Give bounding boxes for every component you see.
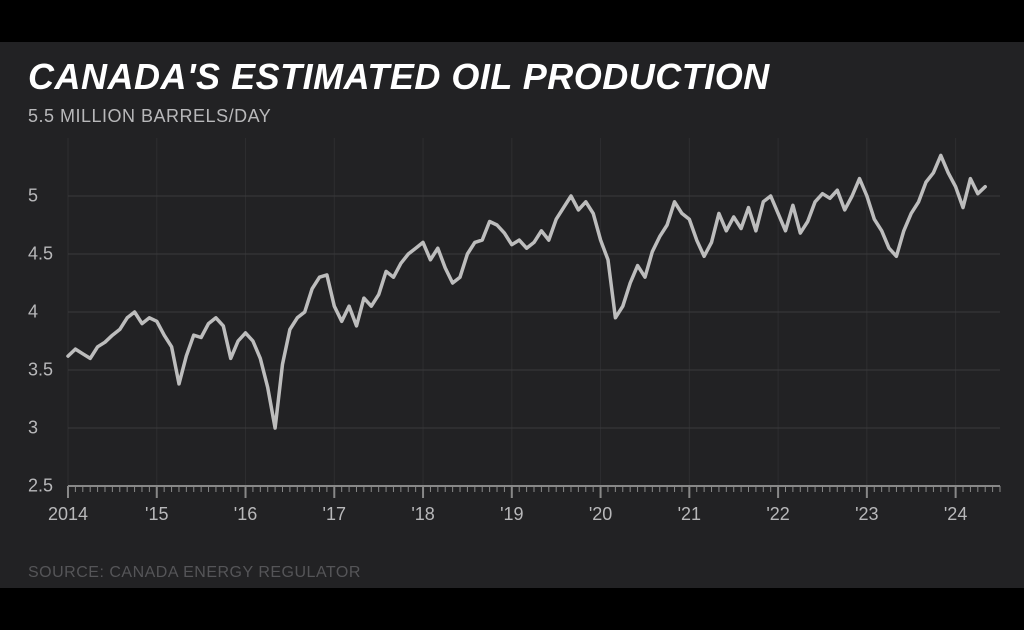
y-tick-label: 3.5 xyxy=(28,360,53,381)
x-tick-label: '16 xyxy=(234,504,257,525)
y-tick-label: 4.5 xyxy=(28,244,53,265)
x-tick-label: 2014 xyxy=(48,504,88,525)
x-tick-label: '15 xyxy=(145,504,168,525)
x-tick-label: '24 xyxy=(944,504,967,525)
y-tick-label: 4 xyxy=(28,302,38,323)
y-tick-label: 2.5 xyxy=(28,476,53,497)
x-tick-label: '17 xyxy=(323,504,346,525)
x-tick-label: '23 xyxy=(855,504,878,525)
chart-area: 2.5 3 3.5 4 4.5 5 2014 '15 '16 '17 '18 '19 '20 '21 '22… xyxy=(28,132,1008,542)
x-tick-label: '20 xyxy=(589,504,612,525)
y-tick-label: 3 xyxy=(28,418,38,439)
y-tick-label: 5 xyxy=(28,186,38,207)
chart-unit-label: 5.5 MILLION BARRELS/DAY xyxy=(28,106,271,127)
chart-panel: CANADA'S ESTIMATED OIL PRODUCTION 5.5 MI… xyxy=(0,42,1024,588)
x-tick-label: '21 xyxy=(678,504,701,525)
x-tick-label: '19 xyxy=(500,504,523,525)
chart-outer: CANADA'S ESTIMATED OIL PRODUCTION 5.5 MI… xyxy=(0,0,1024,630)
chart-svg xyxy=(28,132,1008,542)
chart-source: SOURCE: CANADA ENERGY REGULATOR xyxy=(28,564,361,582)
x-tick-label: '22 xyxy=(766,504,789,525)
chart-title: CANADA'S ESTIMATED OIL PRODUCTION xyxy=(28,56,770,98)
x-tick-label: '18 xyxy=(411,504,434,525)
